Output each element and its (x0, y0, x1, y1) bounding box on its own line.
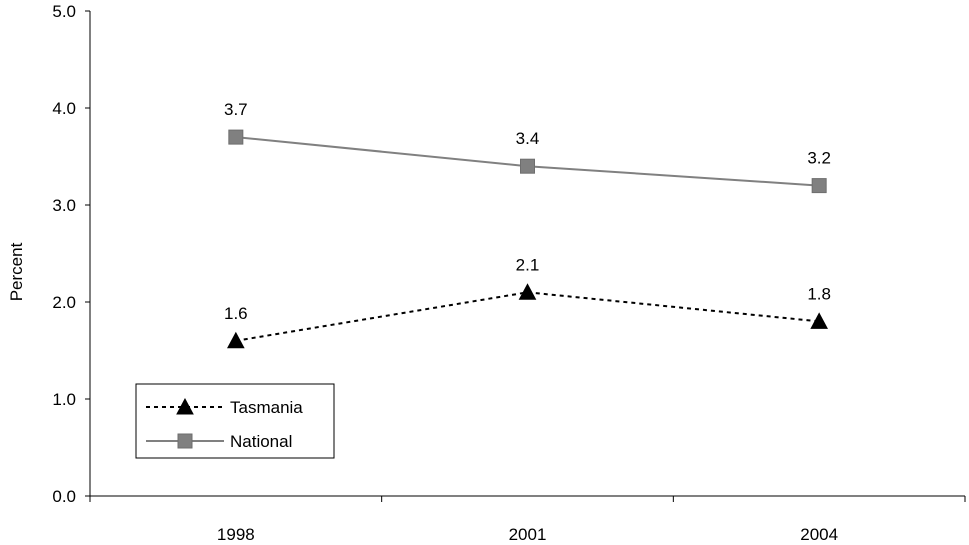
data-point (228, 129, 244, 145)
y-tick-label: 5.0 (52, 2, 76, 21)
y-tick-label: 3.0 (52, 196, 76, 215)
y-tick-label: 1.0 (52, 390, 76, 409)
y-tick-label: 4.0 (52, 99, 76, 118)
legend-label: National (230, 432, 292, 451)
legend-box (135, 383, 335, 459)
data-label: 3.4 (516, 129, 540, 148)
data-point (520, 158, 535, 174)
y-axis-title: Percent (7, 242, 26, 301)
data-label: 1.8 (807, 284, 831, 303)
data-point (518, 283, 537, 300)
series-line (235, 291, 820, 342)
legend-item-national: National (146, 432, 292, 451)
data-label: 3.2 (807, 149, 831, 168)
legend-item-tasmania: Tasmania (146, 397, 303, 417)
y-tick-label: 2.0 (52, 293, 76, 312)
data-label: 3.7 (224, 100, 248, 119)
chart-axes: 0.0 1.0 2.0 3.0 4.0 5.0 1998 2001 2004 (52, 2, 966, 544)
x-tick-label: 2001 (509, 525, 547, 544)
data-point (811, 178, 827, 194)
data-point (810, 312, 829, 329)
legend-marker (176, 397, 194, 415)
data-label: 2.1 (516, 255, 540, 274)
series-tasmania: 1.6 2.1 1.8 (224, 255, 831, 349)
legend: Tasmania National (135, 383, 335, 459)
data-point (226, 331, 245, 349)
legend-marker (177, 433, 193, 449)
series-national: 3.7 3.4 3.2 (224, 100, 831, 194)
series-layer: 1.6 2.1 1.8 3.7 3.4 3.2 (224, 100, 831, 349)
y-tick-label: 0.0 (52, 487, 76, 506)
data-label: 1.6 (224, 304, 248, 323)
x-tick-label: 1998 (217, 525, 255, 544)
legend-label: Tasmania (230, 398, 303, 417)
x-tick-label: 2004 (800, 525, 838, 544)
